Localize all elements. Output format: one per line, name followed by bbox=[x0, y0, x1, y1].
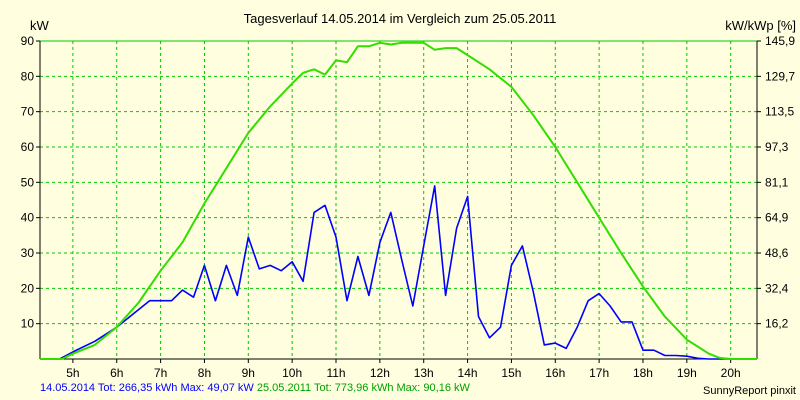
x-tick-label: 14h bbox=[458, 366, 478, 380]
credit-label: SunnyReport pinxit bbox=[703, 385, 796, 397]
y-tick-label-right: 129,7 bbox=[765, 69, 795, 83]
y-axis-label-right: kW/kWp [%] bbox=[725, 18, 796, 33]
x-tick-label: 18h bbox=[633, 366, 653, 380]
x-tick-label: 5h bbox=[66, 366, 79, 380]
x-tick-label: 17h bbox=[589, 366, 609, 380]
x-tick-label: 15h bbox=[501, 366, 521, 380]
legend-series-2014: 14.05.2014 Tot: 266,35 kWh Max: 49,07 kW bbox=[40, 382, 254, 394]
y-tick-label-right: 145,9 bbox=[765, 34, 795, 48]
x-tick-label: 12h bbox=[370, 366, 390, 380]
y-tick-label-right: 64,9 bbox=[765, 211, 789, 225]
x-tick-label: 8h bbox=[198, 366, 211, 380]
y-tick-label-right: 16,2 bbox=[765, 317, 789, 331]
y-tick-label-left: 30 bbox=[21, 246, 35, 260]
y-axis-label-left: kW bbox=[30, 18, 50, 33]
y-tick-label-left: 20 bbox=[21, 281, 35, 295]
y-tick-label-left: 50 bbox=[21, 175, 35, 189]
y-tick-label-left: 60 bbox=[21, 140, 35, 154]
x-tick-label: 7h bbox=[154, 366, 167, 380]
x-tick-label: 16h bbox=[545, 366, 565, 380]
x-tick-label: 19h bbox=[677, 366, 697, 380]
y-tick-label-right: 32,4 bbox=[765, 281, 789, 295]
legend-series-2011: 25.05.2011 Tot: 773,96 kWh Max: 90,16 kW bbox=[256, 382, 470, 394]
x-tick-label: 9h bbox=[242, 366, 255, 380]
x-tick-label: 10h bbox=[282, 366, 302, 380]
y-tick-label-right: 97,3 bbox=[765, 140, 789, 154]
y-tick-label-left: 90 bbox=[21, 34, 35, 48]
x-tick-label: 20h bbox=[721, 366, 741, 380]
y-tick-label-right: 113,5 bbox=[765, 105, 794, 119]
chart-title: Tagesverlauf 14.05.2014 im Vergleich zum… bbox=[244, 11, 557, 26]
y-tick-label-left: 40 bbox=[21, 211, 35, 225]
y-tick-label-left: 70 bbox=[21, 105, 35, 119]
series-line-14.05.2014 bbox=[40, 185, 757, 360]
x-tick-label: 13h bbox=[414, 366, 434, 380]
y-tick-label-left: 10 bbox=[21, 317, 35, 331]
y-tick-label-right: 81,1 bbox=[765, 175, 789, 189]
x-tick-label: 6h bbox=[110, 366, 123, 380]
y-tick-label-right: 48,6 bbox=[765, 246, 789, 260]
legend-footer: 14.05.2014 Tot: 266,35 kWh Max: 49,07 kW… bbox=[40, 382, 470, 394]
y-tick-label-left: 80 bbox=[21, 69, 35, 83]
x-tick-label: 11h bbox=[326, 366, 345, 380]
series-line-25.05.2011 bbox=[40, 41, 757, 360]
